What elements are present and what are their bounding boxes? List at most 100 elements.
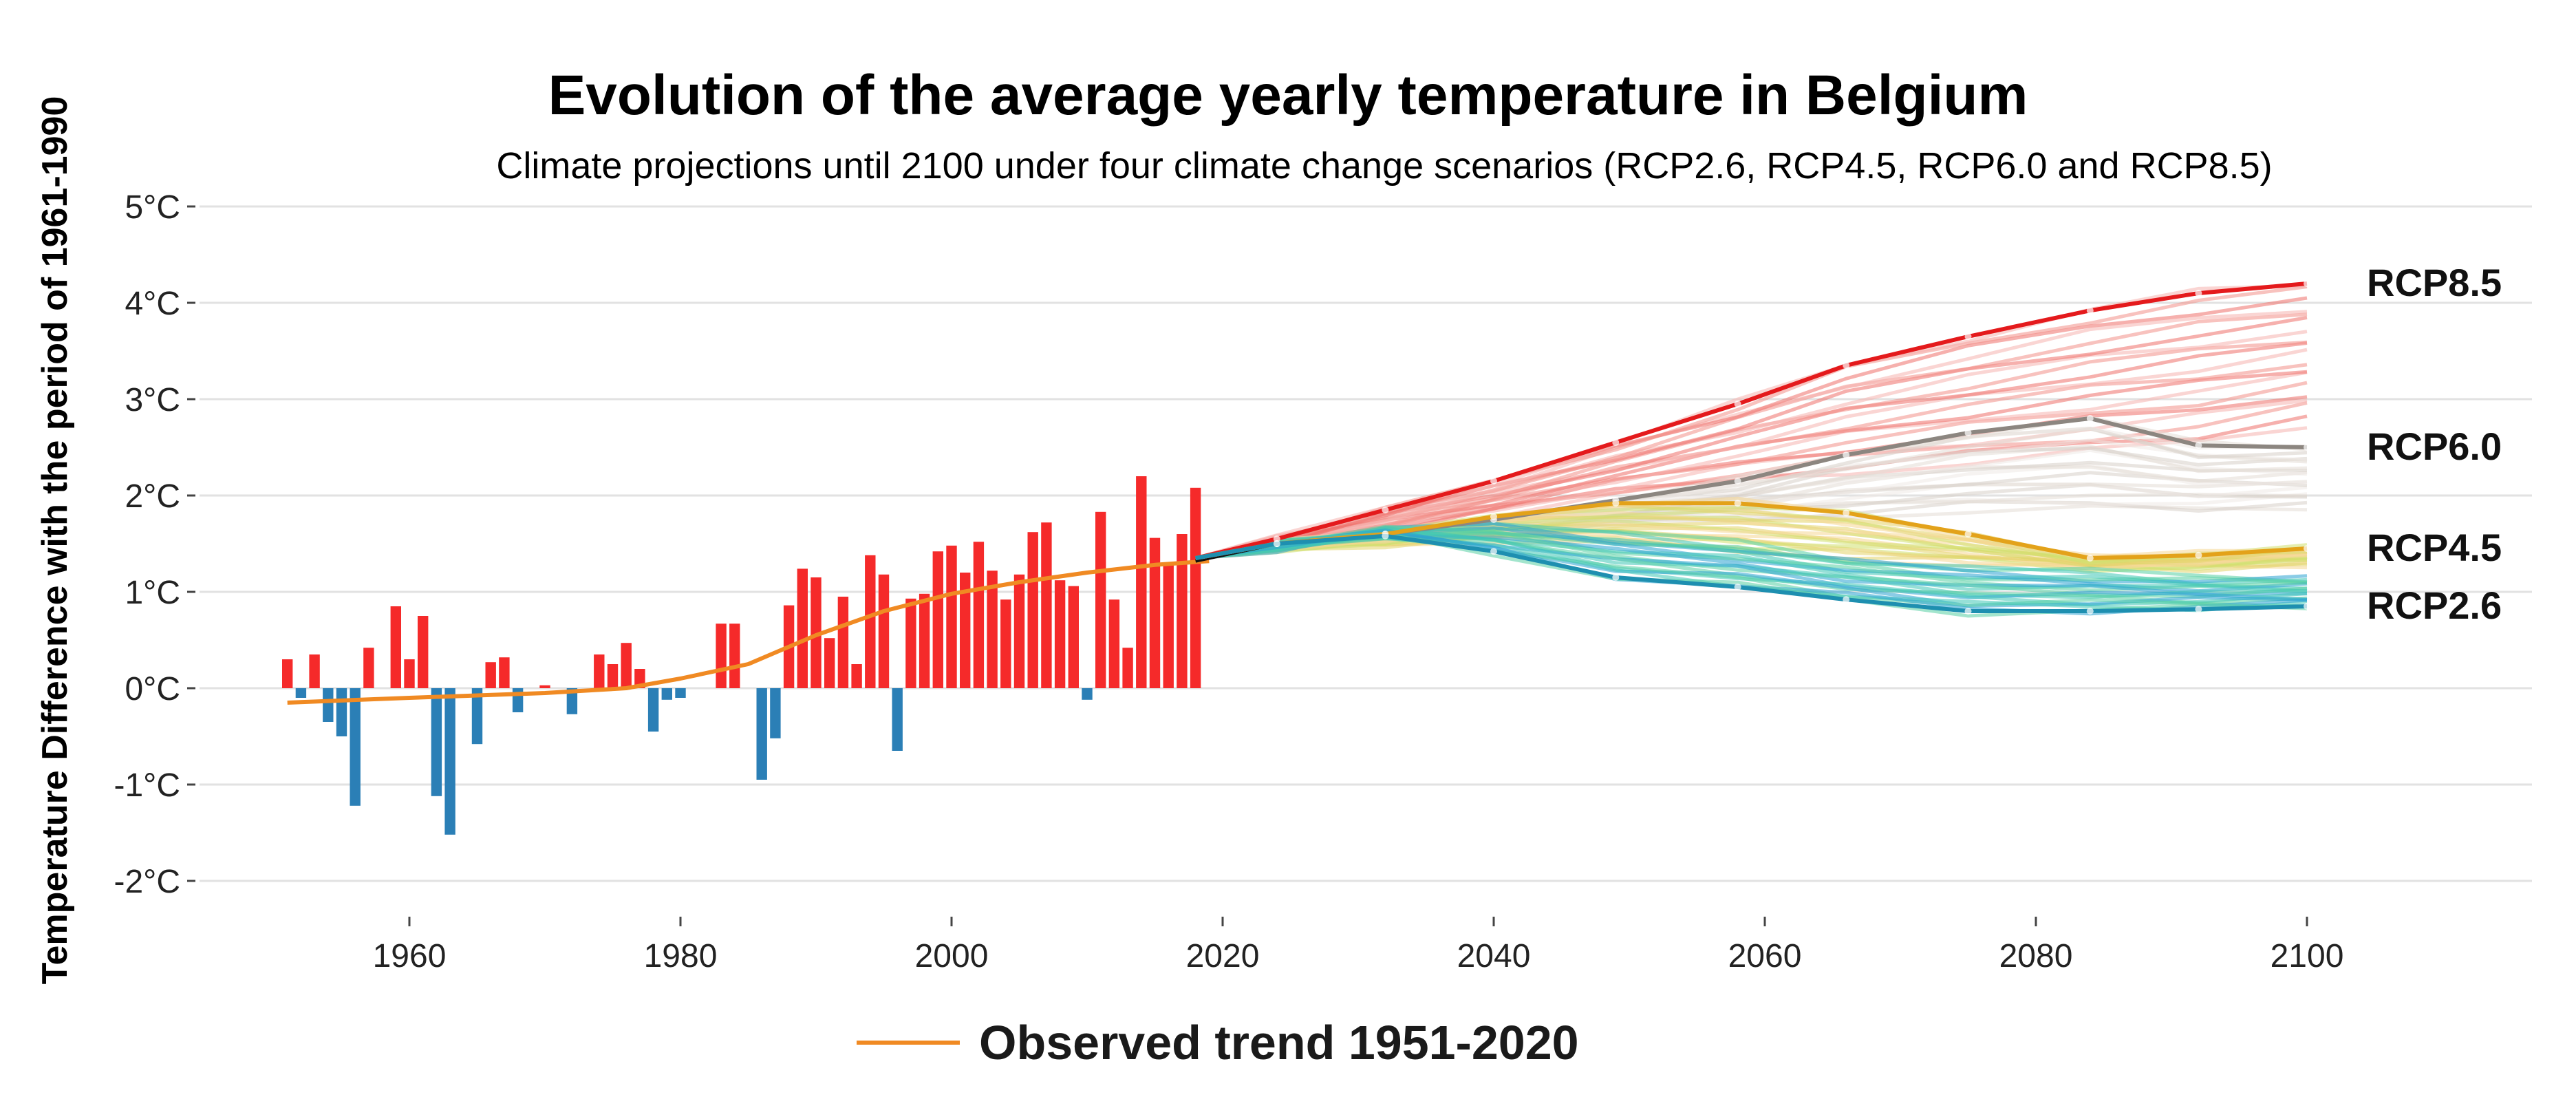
scenario-point-RCP4.5	[1734, 500, 1741, 507]
y-tick-label: 4°C	[125, 286, 180, 322]
scenario-point-RCP8.5	[1273, 535, 1280, 542]
y-tick-label: 1°C	[125, 575, 180, 611]
bar-1965	[471, 688, 483, 745]
x-tick-label: 2020	[1186, 938, 1260, 974]
chart-subtitle: Climate projections until 2100 under fou…	[496, 145, 2273, 187]
x-tick-label: 2000	[915, 938, 989, 974]
bar-2008	[1054, 580, 1066, 688]
bar-2005	[1013, 574, 1025, 688]
ensemble-line-RCP8.5	[1195, 330, 2308, 560]
bar-1976	[621, 643, 632, 688]
bar-2009	[1068, 586, 1079, 688]
bar-2016	[1163, 563, 1174, 688]
observed-trend-line	[287, 559, 1210, 705]
bar-1997	[905, 598, 916, 688]
y-tick-label: 5°C	[125, 189, 180, 226]
bar-2004	[1000, 599, 1011, 688]
scenario-point-RCP4.5	[2304, 545, 2310, 552]
bar-1984	[729, 624, 740, 688]
bar-2018	[1190, 487, 1201, 688]
bar-1987	[770, 688, 781, 738]
bar-2006	[1027, 532, 1038, 688]
legend-trend-swatch	[857, 1041, 960, 1045]
scenario-point-RCP8.5	[2304, 280, 2310, 287]
scenario-point-RCP2.6	[1964, 608, 1972, 615]
scenario-point-RCP8.5	[1964, 333, 1972, 340]
scenario-point-RCP2.6	[1734, 584, 1741, 590]
y-tick-label: -1°C	[114, 767, 180, 804]
bar-1999	[932, 551, 943, 688]
scenario-point-RCP6.0	[2304, 444, 2310, 451]
y-tick-label: 2°C	[125, 478, 180, 515]
scenario-point-RCP8.5	[1382, 507, 1389, 513]
scenario-point-RCP2.6	[2086, 608, 2094, 615]
scenario-point-RCP4.5	[2086, 555, 2094, 562]
scenario-point-RCP4.5	[2195, 551, 2202, 559]
bar-1991	[824, 638, 835, 688]
scenario-point-RCP2.6	[1273, 540, 1280, 547]
scenario-point-RCP4.5	[1843, 509, 1850, 517]
label-RCP4.5: RCP4.5	[2367, 526, 2502, 569]
scenario-point-RCP6.0	[2086, 415, 2094, 422]
x-tick-label: 2080	[1999, 938, 2073, 974]
bar-1967	[499, 657, 510, 688]
scenario-point-RCP4.5	[1612, 500, 1620, 507]
scenario-point-RCP8.5	[2086, 307, 2094, 315]
bar-2015	[1149, 537, 1161, 688]
scenario-point-RCP6.0	[1843, 451, 1850, 459]
scenario-point-RCP8.5	[1612, 439, 1620, 446]
scenario-point-RCP8.5	[1734, 401, 1741, 407]
bar-1995	[878, 574, 890, 688]
bar-2003	[987, 571, 998, 688]
bar-1966	[485, 662, 496, 688]
bar-1960	[404, 659, 415, 688]
bar-1959	[390, 606, 401, 688]
bar-1996	[892, 688, 903, 751]
x-tick-label: 1960	[373, 938, 447, 974]
bar-1978	[647, 688, 659, 732]
scenario-point-RCP2.6	[2195, 606, 2202, 613]
bar-2000	[946, 545, 957, 688]
bar-2014	[1136, 476, 1147, 688]
bar-1957	[363, 648, 374, 688]
scenario-point-RCP8.5	[2195, 290, 2202, 297]
y-tick-label: -2°C	[114, 864, 180, 900]
bar-1998	[919, 593, 930, 688]
scenario-point-RCP6.0	[2195, 442, 2202, 449]
y-axis: 5°C 4°C 3°C 2°C 1°C 0°C -1°C -2°C	[114, 189, 195, 900]
scenario-lines	[1194, 280, 2310, 615]
bar-1975	[607, 664, 619, 688]
chart-title: Evolution of the average yearly temperat…	[548, 64, 2028, 127]
bar-1956	[350, 688, 361, 806]
bar-2013	[1122, 648, 1133, 688]
scenario-point-RCP4.5	[1964, 531, 1972, 537]
scenario-point-RCP2.6	[1612, 574, 1620, 581]
bar-1972	[566, 688, 578, 714]
x-tick-label: 1980	[644, 938, 718, 974]
bar-1970	[539, 685, 550, 688]
scenario-point-RCP6.0	[1734, 478, 1741, 484]
bar-2017	[1177, 534, 1188, 688]
bar-1974	[594, 654, 605, 688]
label-RCP2.6: RCP2.6	[2367, 584, 2502, 627]
x-tick-label: 2060	[1728, 938, 1802, 974]
observed-bars	[282, 476, 1201, 835]
bar-2007	[1041, 522, 1052, 688]
bar-1951	[282, 659, 293, 688]
scenario-point-RCP4.5	[1490, 513, 1497, 520]
scenario-point-RCP8.5	[1490, 478, 1497, 484]
bar-1980	[675, 688, 686, 698]
scenario-point-RCP6.0	[1964, 429, 1972, 436]
bar-1963	[444, 688, 455, 835]
bar-1983	[716, 624, 727, 688]
bar-1993	[851, 664, 862, 688]
bar-2002	[973, 542, 985, 688]
ensemble-line-RCP8.5	[1194, 284, 2308, 560]
bar-1961	[418, 616, 429, 688]
bar-1986	[756, 688, 767, 780]
bar-2012	[1108, 599, 1120, 688]
x-tick-label: 2040	[1457, 938, 1531, 974]
scenario-point-RCP2.6	[2304, 603, 2310, 610]
x-tick-label: 2100	[2271, 938, 2344, 974]
